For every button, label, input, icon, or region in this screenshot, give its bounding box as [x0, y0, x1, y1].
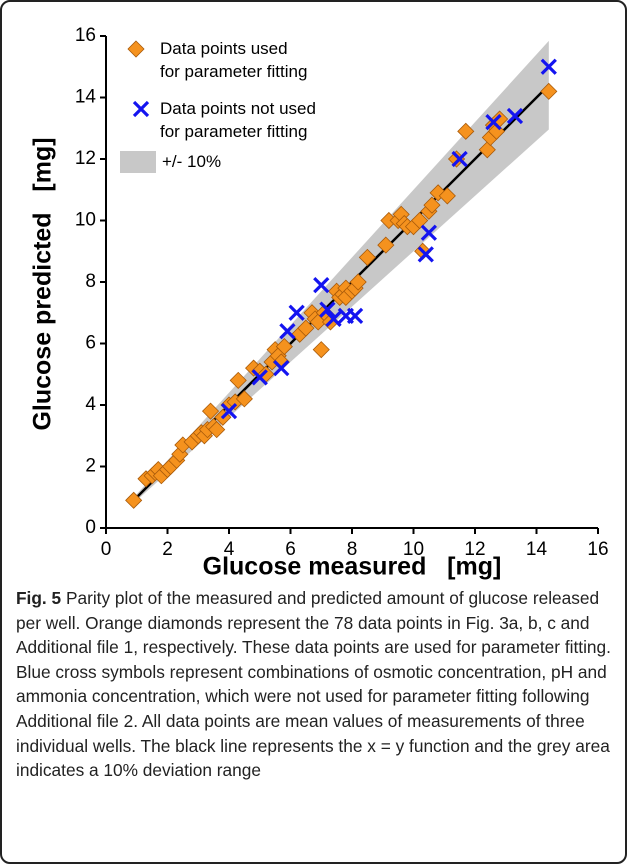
- x-tick-label: 2: [162, 539, 173, 560]
- diamond-point: [208, 421, 226, 439]
- legend-band: [120, 151, 156, 173]
- x-tick-label: 14: [526, 539, 548, 560]
- cross-point: [540, 58, 557, 75]
- diamond-point: [125, 491, 143, 509]
- chart: Glucose measured [mg] Glucose predicted …: [29, 25, 609, 581]
- diamond-point: [229, 371, 247, 389]
- diamond-point: [127, 40, 145, 58]
- diamond-point: [235, 390, 253, 408]
- x-tick-label: 8: [347, 539, 358, 560]
- diamond-point: [411, 211, 429, 230]
- diamond-point: [275, 338, 293, 356]
- y-tick-label: 16: [75, 25, 96, 46]
- caption-label: Fig. 5: [16, 588, 62, 608]
- x-tick-label: 10: [403, 539, 424, 560]
- x-tick-label: 0: [101, 539, 112, 560]
- cross-point: [313, 276, 330, 294]
- x-axis-label: Glucose measured [mg]: [203, 553, 502, 581]
- x-tick-label: 16: [587, 539, 608, 560]
- diamond-point: [297, 319, 315, 337]
- x-tick-label: 4: [224, 539, 235, 560]
- diamond-point: [438, 187, 456, 205]
- cross-point: [319, 301, 336, 318]
- diamond-point: [423, 196, 441, 214]
- cross-point: [220, 403, 238, 420]
- caption-text: Parity plot of the measured and predicte…: [16, 588, 611, 781]
- cross-point: [279, 323, 296, 340]
- y-tick-label: 4: [85, 394, 96, 415]
- y-tick-label: 0: [85, 517, 96, 538]
- cross-point: [273, 359, 290, 377]
- cross-point: [417, 246, 434, 263]
- cross-point: [325, 310, 342, 328]
- y-tick-label: 6: [85, 333, 96, 354]
- y-tick-label: 8: [85, 271, 96, 292]
- y-tick-label: 14: [75, 87, 97, 108]
- legend-label: +/- 10%: [162, 152, 222, 171]
- cross-point: [420, 224, 438, 241]
- cross-point: [485, 113, 502, 131]
- cross-point: [451, 150, 468, 168]
- cross-point: [288, 304, 305, 321]
- diamond-point: [358, 248, 376, 266]
- cross-point: [506, 107, 524, 125]
- diamond-point: [457, 122, 475, 140]
- y-tick-label: 12: [75, 148, 96, 169]
- y-tick-label: 2: [85, 456, 96, 477]
- x-tick-label: 12: [464, 539, 485, 560]
- diamond-point: [312, 341, 330, 359]
- diamond-point: [201, 402, 220, 420]
- cross-point: [132, 100, 150, 118]
- legend-label: Data points not used for parameter fitti…: [160, 99, 316, 141]
- caption: Fig. 5 Parity plot of the measured and p…: [16, 586, 614, 783]
- diamond-point: [478, 141, 496, 159]
- diamond-point: [377, 236, 395, 254]
- y-tick-label: 10: [75, 210, 96, 231]
- diamond-point: [540, 82, 558, 100]
- cross-point: [251, 369, 268, 386]
- y-axis-label: Glucose predicted [mg]: [29, 137, 57, 430]
- cross-point: [346, 307, 364, 324]
- legend-label: Data points used for parameter fitting: [160, 39, 308, 81]
- diamond-point: [349, 273, 367, 291]
- x-tick-label: 6: [285, 539, 296, 560]
